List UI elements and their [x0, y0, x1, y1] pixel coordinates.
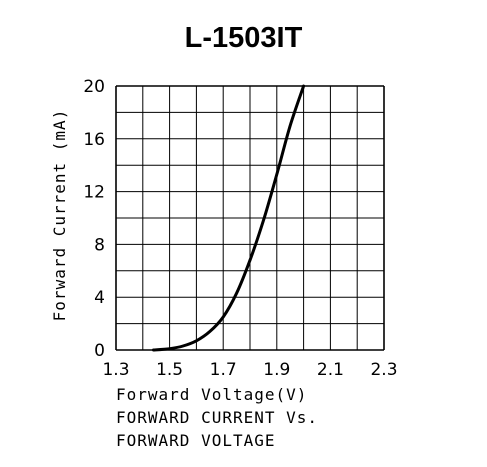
x-tick-labels: 1.3 1.5 1.7 1.9 2.1 2.3 — [102, 360, 397, 380]
y-tick-label: 12 — [83, 183, 105, 203]
y-axis-label: Forward Current (mA) — [50, 109, 69, 322]
x-tick-label: 1.7 — [210, 360, 237, 380]
y-tick-label: 20 — [83, 77, 105, 97]
x-axis-label: Forward Voltage(V) — [116, 385, 307, 404]
y-tick-label: 4 — [94, 288, 105, 308]
y-tick-label: 0 — [94, 341, 105, 361]
x-tick-label: 2.3 — [370, 360, 397, 380]
y-tick-labels: 0 4 8 12 16 20 — [83, 77, 105, 361]
y-tick-label: 8 — [94, 235, 105, 255]
chart-title: L-1503IT — [184, 22, 303, 54]
caption-line-1: FORWARD CURRENT Vs. — [116, 408, 318, 427]
x-tick-label: 1.9 — [263, 360, 290, 380]
x-tick-label: 1.5 — [156, 360, 183, 380]
grid — [115, 85, 385, 351]
y-tick-label: 16 — [83, 130, 105, 150]
x-tick-label: 1.3 — [102, 360, 129, 380]
caption-line-2: FORWARD VOLTAGE — [116, 431, 276, 450]
x-tick-label: 2.1 — [317, 360, 344, 380]
series-line-forward-current — [152, 84, 306, 352]
